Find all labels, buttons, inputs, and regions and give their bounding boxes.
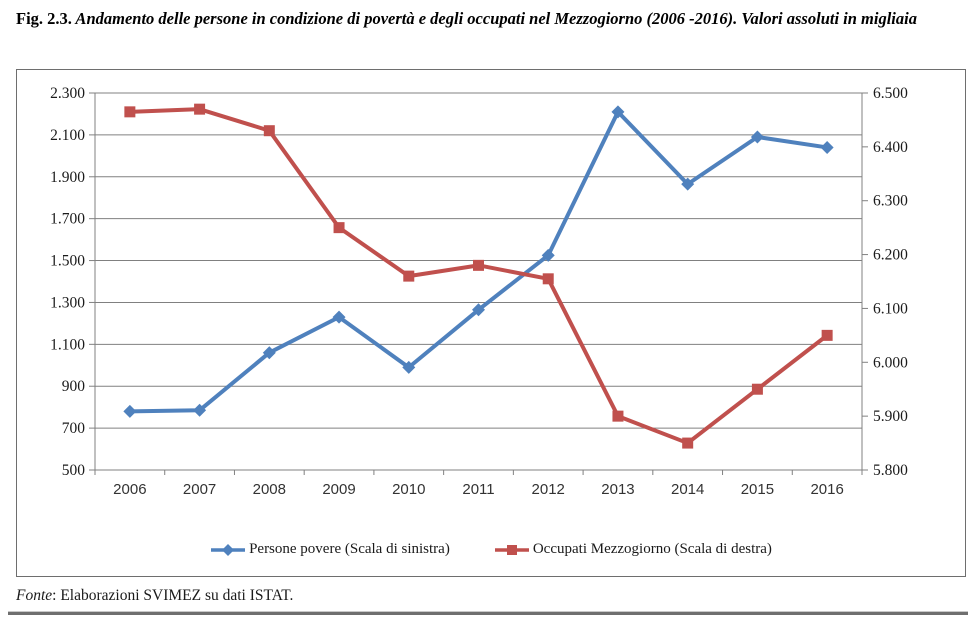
data-point-diamond [681, 177, 695, 191]
data-point-diamond [541, 248, 555, 262]
x-axis-tick-label: 2012 [532, 481, 565, 498]
data-point-diamond [332, 310, 346, 324]
left-axis-tick-label: 2.300 [50, 85, 85, 102]
left-axis-tick-label: 1.100 [50, 336, 85, 353]
x-axis-tick-label: 2016 [810, 481, 843, 498]
red-square-line-icon [494, 544, 529, 555]
data-point-square [612, 410, 624, 422]
data-point-square [194, 103, 206, 115]
left-axis-tick-label: 1.900 [50, 169, 85, 186]
x-axis-tick-label: 2008 [253, 481, 286, 498]
data-point-square [751, 383, 763, 395]
source-note-prefix: Fonte [16, 587, 53, 604]
left-axis-tick-label: 1.700 [50, 211, 85, 228]
legend-label-persone-povere: Persone povere (Scala di sinistra) [249, 541, 450, 557]
right-axis-tick-label: 6.000 [873, 354, 908, 371]
data-point-square [333, 222, 345, 234]
data-point-diamond [123, 404, 137, 418]
x-axis-tick-label: 2010 [392, 481, 425, 498]
data-point-square [542, 273, 554, 285]
legend-item-persone-povere: Persone povere (Scala di sinistra) [210, 541, 450, 558]
chart-legend: Persone povere (Scala di sinistra) Occup… [17, 541, 965, 558]
x-axis-tick-label: 2009 [322, 481, 355, 498]
x-axis-tick-label: 2013 [601, 481, 634, 498]
left-axis-tick-label: 2.100 [50, 127, 85, 144]
data-point-diamond [820, 140, 834, 154]
figure-caption: Fig. 2.3. Andamento delle persone in con… [16, 8, 966, 29]
data-point-square [473, 259, 484, 271]
x-axis-tick-label: 2011 [462, 481, 494, 498]
data-point-diamond [193, 403, 207, 417]
figure-caption-label: Fig. 2.3. [16, 9, 72, 28]
legend-item-occupati-mezzogiorno: Occupati Mezzogiorno (Scala di destra) [494, 541, 772, 558]
data-point-diamond [472, 303, 485, 317]
line-chart: 500 700 900 1.100 1.300 1.500 1.700 1.900 2.100 2… [50, 85, 908, 498]
source-note-text: : Elaborazioni SVIMEZ su dati ISTAT. [52, 587, 294, 604]
left-axis-tick-label: 900 [62, 378, 86, 395]
legend-label-occupati-mezzogiorno: Occupati Mezzogiorno (Scala di destra) [532, 541, 772, 557]
right-axis-tick-label: 6.200 [873, 247, 908, 264]
right-axis-tick-label: 6.100 [873, 300, 908, 317]
right-axis-tick-label: 5.900 [873, 408, 908, 425]
right-axis-tick-label: 6.500 [873, 85, 908, 102]
x-axis-tick-label: 2015 [741, 481, 774, 498]
source-note: Fonte: Elaborazioni SVIMEZ su dati ISTAT… [16, 587, 293, 605]
data-point-square [263, 125, 275, 137]
right-axis-tick-label: 6.400 [873, 139, 908, 156]
chart-frame: 500 700 900 1.100 1.300 1.500 1.700 1.900 2.100 2… [16, 69, 966, 577]
blue-diamond-line-icon [211, 543, 246, 556]
data-point-diamond [402, 360, 416, 374]
x-axis-tick-label: 2006 [113, 481, 146, 498]
data-point-square [821, 329, 833, 341]
figure-caption-text: Andamento delle persone in condizione di… [71, 9, 917, 28]
right-axis-tick-label: 5.800 [873, 462, 908, 479]
bottom-divider [8, 611, 968, 615]
x-axis-tick-label: 2014 [671, 481, 704, 498]
data-point-diamond [750, 130, 764, 144]
left-axis-tick-label: 1.500 [50, 253, 85, 270]
data-point-square [682, 437, 694, 449]
data-point-diamond [611, 105, 625, 119]
data-point-square [124, 106, 136, 118]
left-axis-tick-label: 1.300 [50, 294, 85, 311]
right-axis-tick-label: 6.300 [873, 193, 908, 210]
left-axis-tick-label: 700 [62, 420, 86, 437]
data-point-square [403, 270, 415, 282]
x-axis-tick-label: 2007 [183, 481, 216, 498]
left-axis-tick-label: 500 [62, 462, 86, 479]
data-point-diamond [262, 346, 276, 360]
